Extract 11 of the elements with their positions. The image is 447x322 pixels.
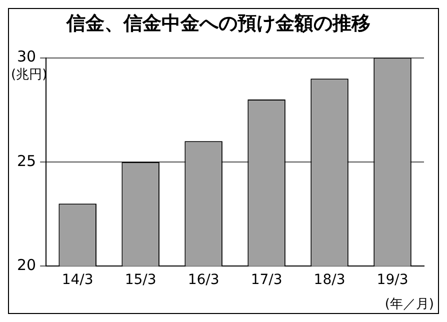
y-tick-label: 25 [16,152,36,170]
x-tick-label: 15/3 [124,272,156,288]
x-tick-label: 18/3 [314,272,346,288]
x-tick-label: 14/3 [62,272,94,288]
chart-title: 信金、信金中金への預け金額の推移 [66,12,370,34]
y-tick-label: 30 [16,48,36,66]
x-tick-label: 19/3 [376,272,408,288]
x-axis-title: (年／月) [384,296,434,312]
x-tick-label: 16/3 [188,272,220,288]
x-tick-label: 17/3 [250,272,282,288]
y-tick-label: 20 [16,256,36,274]
